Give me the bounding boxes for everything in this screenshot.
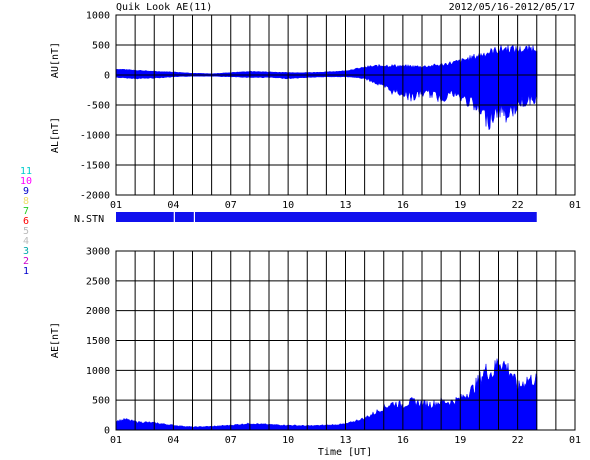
station-legend-item: 9 bbox=[23, 186, 29, 197]
y-tick-label: 0 bbox=[104, 71, 110, 82]
y-tick-label: 2500 bbox=[86, 276, 110, 287]
x-tick-label: 01 bbox=[110, 200, 122, 211]
au-al-grid bbox=[115, 14, 576, 196]
station-legend-item: 1 bbox=[23, 266, 29, 277]
station-legend-item: 6 bbox=[23, 216, 29, 227]
station-legend-item: 10 bbox=[20, 176, 32, 187]
x-tick-label: 04 bbox=[167, 435, 179, 446]
x-tick-label: 10 bbox=[282, 200, 294, 211]
x-tick-label: 07 bbox=[225, 435, 237, 446]
ae-grid bbox=[115, 250, 576, 431]
ae-axis-label: AE[nT] bbox=[50, 322, 61, 358]
chart-title: Quik Look AE(11) bbox=[116, 2, 212, 13]
nstn-bar-fill bbox=[116, 212, 537, 222]
ae-panel: 3000 2500 2000 1500 1000 500 0 01 04 07 10 13 16 19 2… bbox=[50, 247, 581, 459]
y-tick-label: -1000 bbox=[80, 131, 110, 142]
nstn-bar bbox=[116, 212, 537, 222]
station-legend-item: 5 bbox=[23, 226, 29, 237]
x-tick-label: 22 bbox=[512, 435, 524, 446]
y-tick-label: 1500 bbox=[86, 336, 110, 347]
x-tick-label: 01 bbox=[110, 435, 122, 446]
time-axis-label: Time [UT] bbox=[318, 447, 372, 458]
station-legend-item: 4 bbox=[23, 236, 29, 247]
y-tick-label: -1500 bbox=[80, 161, 110, 172]
x-tick-label: 19 bbox=[454, 200, 466, 211]
y-tick-label: 1000 bbox=[86, 11, 110, 22]
x-tick-label: 13 bbox=[339, 435, 351, 446]
nstn-label: N.STN bbox=[74, 214, 104, 225]
ae-y-ticks: 3000 2500 2000 1500 1000 500 0 bbox=[86, 247, 110, 437]
date-range: 2012/05/16-2012/05/17 bbox=[449, 2, 575, 13]
x-tick-label: 16 bbox=[397, 435, 409, 446]
au-al-panel: 1000 500 0 -500 -1000 -1500 -2000 01 04 07 10 13 16… bbox=[50, 11, 581, 212]
station-legend-item: 2 bbox=[23, 256, 29, 267]
x-tick-label: 07 bbox=[225, 200, 237, 211]
au-al-y-ticks: 1000 500 0 -500 -1000 -1500 -2000 bbox=[80, 11, 110, 202]
y-tick-label: 1000 bbox=[86, 366, 110, 377]
ae-trace bbox=[115, 358, 538, 431]
station-legend-item: 8 bbox=[23, 196, 29, 207]
ae-x-ticks: 01 04 07 10 13 16 19 22 01 bbox=[110, 435, 581, 446]
x-tick-label: 13 bbox=[339, 200, 351, 211]
ae-envelope bbox=[115, 358, 538, 431]
x-tick-label: 01 bbox=[569, 435, 581, 446]
x-tick-label: 04 bbox=[167, 200, 179, 211]
al-axis-label: AL[nT] bbox=[50, 117, 61, 153]
x-tick-label: 19 bbox=[454, 435, 466, 446]
y-tick-label: 0 bbox=[104, 426, 110, 437]
au-al-x-ticks: 01 04 07 10 13 16 19 22 01 bbox=[110, 200, 581, 211]
station-legend-item: 11 bbox=[20, 166, 32, 177]
x-tick-label: 16 bbox=[397, 200, 409, 211]
au-axis-label: AU[nT] bbox=[50, 42, 61, 78]
y-tick-label: 500 bbox=[92, 396, 110, 407]
y-tick-label: 3000 bbox=[86, 247, 110, 258]
y-tick-label: -500 bbox=[86, 101, 110, 112]
x-tick-label: 10 bbox=[282, 435, 294, 446]
station-legend-item: 7 bbox=[23, 206, 29, 217]
y-tick-label: 2000 bbox=[86, 306, 110, 317]
station-legend-item: 3 bbox=[23, 246, 29, 257]
x-tick-label: 01 bbox=[569, 200, 581, 211]
x-tick-label: 22 bbox=[512, 200, 524, 211]
y-tick-label: -2000 bbox=[80, 191, 110, 202]
y-tick-label: 500 bbox=[92, 41, 110, 52]
